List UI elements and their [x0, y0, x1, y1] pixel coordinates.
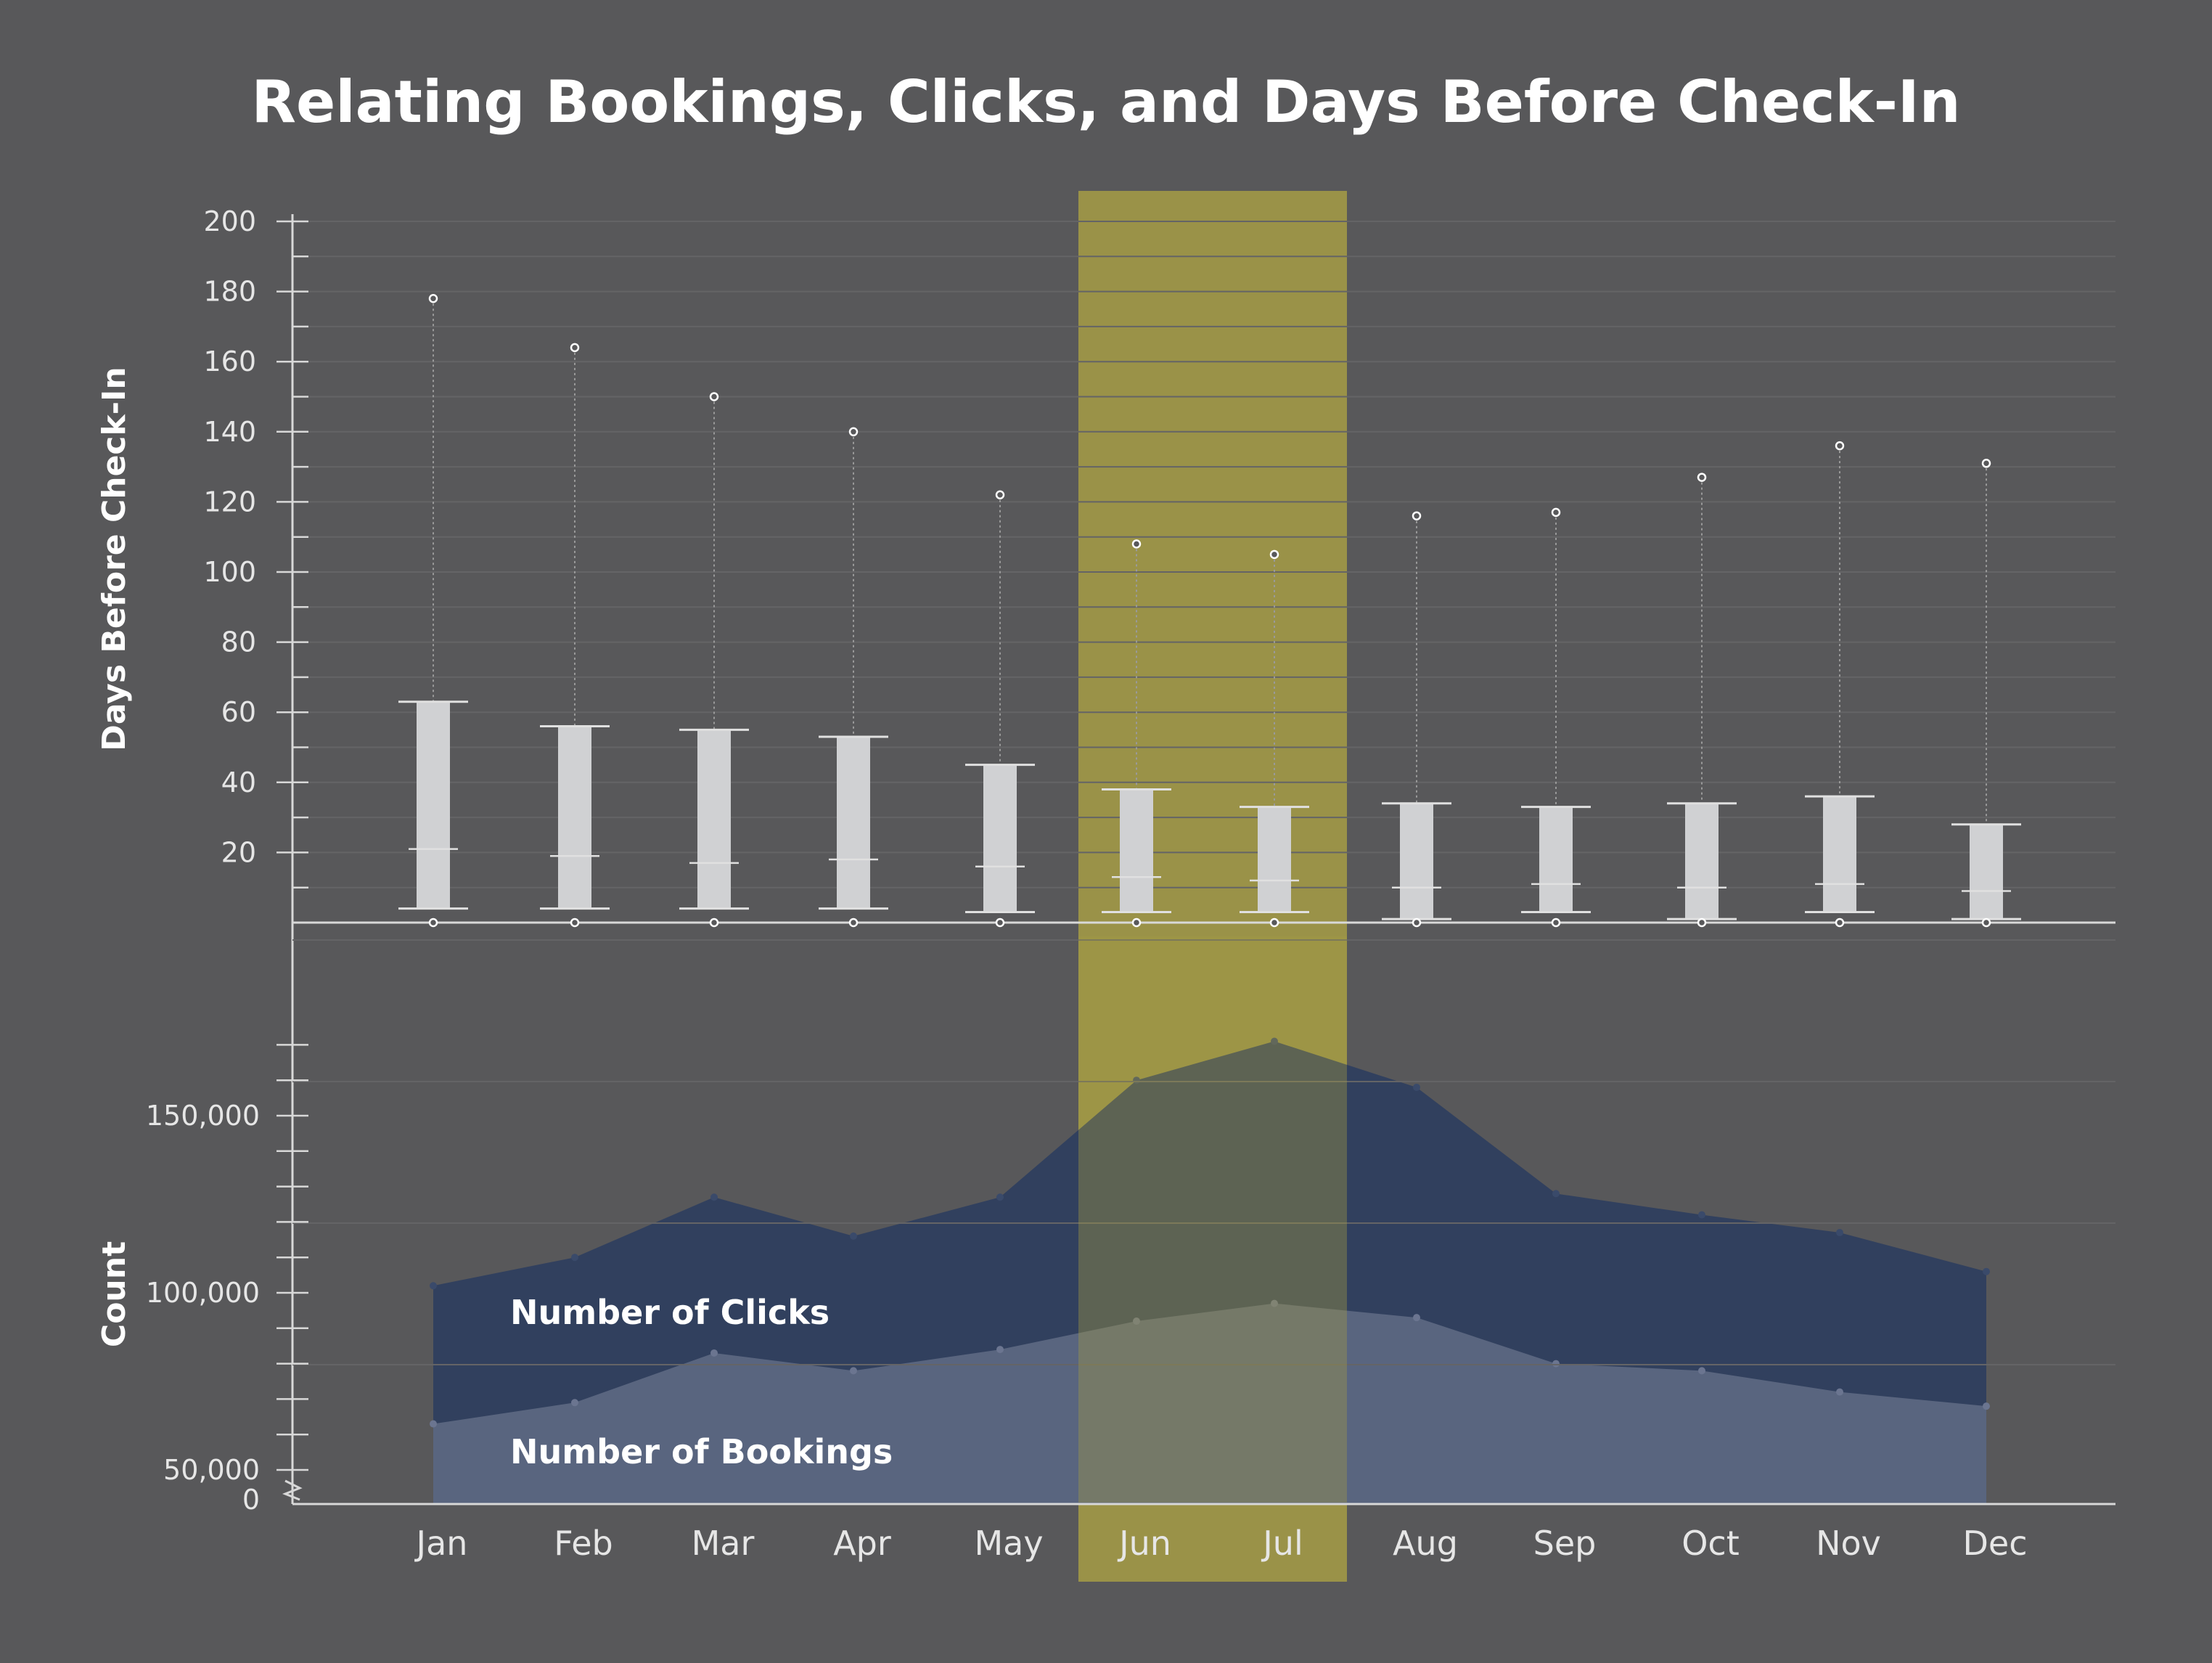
point-bookings-jun	[1133, 1317, 1140, 1325]
point-bookings-may	[996, 1346, 1004, 1354]
month-label-jul: Jul	[1261, 1524, 1303, 1563]
month-label-feb: Feb	[554, 1524, 613, 1563]
min-point-jan	[428, 918, 438, 928]
month-label-mar: Mar	[692, 1524, 755, 1563]
point-bookings-nov	[1836, 1388, 1843, 1396]
box-jan	[417, 701, 450, 909]
axis-break-mark	[282, 1479, 303, 1501]
min-point-oct	[1697, 918, 1707, 928]
chart-title: Relating Bookings, Clicks, and Days Befo…	[251, 68, 1960, 136]
month-label-jan: Jan	[414, 1524, 468, 1563]
point-clicks-nov	[1836, 1229, 1843, 1237]
point-clicks-aug	[1413, 1083, 1420, 1091]
point-bookings-dec	[1983, 1402, 1990, 1410]
point-clicks-oct	[1698, 1211, 1705, 1219]
min-point-sep	[1551, 918, 1561, 928]
box-mar	[697, 730, 731, 909]
min-point-feb	[570, 918, 580, 928]
box-sep	[1539, 806, 1573, 912]
point-bookings-jan	[430, 1420, 437, 1428]
box-oct	[1685, 803, 1719, 920]
y-tick-label-top: 140	[203, 416, 256, 448]
month-label-apr: Apr	[833, 1524, 891, 1563]
y-tick-label-bottom: 150,000	[146, 1100, 260, 1132]
y-tick-label-bottom: 0	[242, 1484, 260, 1516]
max-point-may	[995, 490, 1005, 499]
box-may	[983, 764, 1017, 912]
min-point-mar	[709, 918, 719, 928]
box-jul	[1258, 806, 1291, 912]
y-tick-label-bottom: 50,000	[163, 1454, 260, 1486]
y-tick-label-top: 160	[203, 346, 256, 377]
box-nov	[1823, 796, 1856, 912]
max-point-aug	[1412, 511, 1422, 520]
y-tick-label-top: 20	[221, 836, 256, 868]
max-point-apr	[848, 427, 859, 437]
y-axis-title-days: Days Before Check-In	[96, 367, 133, 751]
point-clicks-mar	[710, 1193, 718, 1201]
highlight-band-overlay	[1078, 936, 1347, 1503]
min-point-dec	[1981, 918, 1991, 928]
max-point-jul	[1269, 549, 1279, 560]
y-tick-label-top: 40	[221, 767, 256, 798]
max-point-sep	[1551, 507, 1561, 518]
point-clicks-jul	[1271, 1037, 1278, 1045]
area-bookings	[433, 1303, 1986, 1504]
point-clicks-sep	[1552, 1190, 1560, 1198]
y-tick-label-top: 180	[203, 276, 256, 308]
max-point-jan	[428, 294, 438, 303]
month-label-may: May	[974, 1524, 1043, 1563]
point-clicks-dec	[1983, 1267, 1990, 1275]
month-label-aug: Aug	[1393, 1524, 1458, 1563]
series-label-clicks: Number of Clicks	[510, 1293, 830, 1332]
point-bookings-jul	[1271, 1299, 1278, 1307]
box-dec	[1970, 824, 2003, 920]
box-apr	[837, 737, 870, 909]
y-tick-label-top: 120	[203, 486, 256, 518]
point-bookings-feb	[571, 1399, 578, 1407]
max-point-nov	[1835, 441, 1845, 451]
point-bookings-oct	[1698, 1367, 1705, 1375]
box-jun	[1120, 789, 1153, 912]
min-point-jun	[1131, 918, 1142, 928]
y-tick-label-top: 80	[221, 626, 256, 658]
max-point-oct	[1697, 473, 1707, 482]
max-point-feb	[570, 343, 580, 353]
y-tick-label-bottom: 100,000	[146, 1277, 260, 1309]
y-axis-title-count: Count	[96, 1241, 133, 1347]
min-point-nov	[1835, 918, 1845, 928]
month-label-nov: Nov	[1816, 1524, 1881, 1563]
month-label-dec: Dec	[1962, 1524, 2027, 1563]
point-clicks-feb	[571, 1254, 578, 1262]
y-tick-label-top: 100	[203, 556, 256, 588]
max-point-dec	[1981, 459, 1991, 468]
point-clicks-apr	[850, 1232, 857, 1240]
point-clicks-may	[996, 1193, 1004, 1201]
y-tick-label-top: 60	[221, 696, 256, 728]
point-bookings-apr	[850, 1367, 857, 1375]
month-label-oct: Oct	[1681, 1524, 1740, 1563]
point-bookings-aug	[1413, 1314, 1420, 1322]
point-bookings-sep	[1552, 1360, 1560, 1368]
min-point-apr	[848, 918, 859, 928]
month-label-sep: Sep	[1533, 1524, 1597, 1563]
box-feb	[558, 726, 591, 909]
min-point-jul	[1269, 918, 1279, 928]
y-tick-label-top: 200	[203, 205, 256, 237]
box-aug	[1400, 803, 1433, 920]
point-clicks-jan	[430, 1282, 437, 1290]
point-bookings-mar	[710, 1349, 718, 1357]
month-label-jun: Jun	[1117, 1524, 1171, 1563]
series-label-bookings: Number of Bookings	[510, 1432, 893, 1471]
min-point-aug	[1412, 918, 1422, 928]
min-point-may	[995, 918, 1005, 928]
max-point-mar	[709, 392, 719, 401]
max-point-jun	[1131, 539, 1142, 549]
